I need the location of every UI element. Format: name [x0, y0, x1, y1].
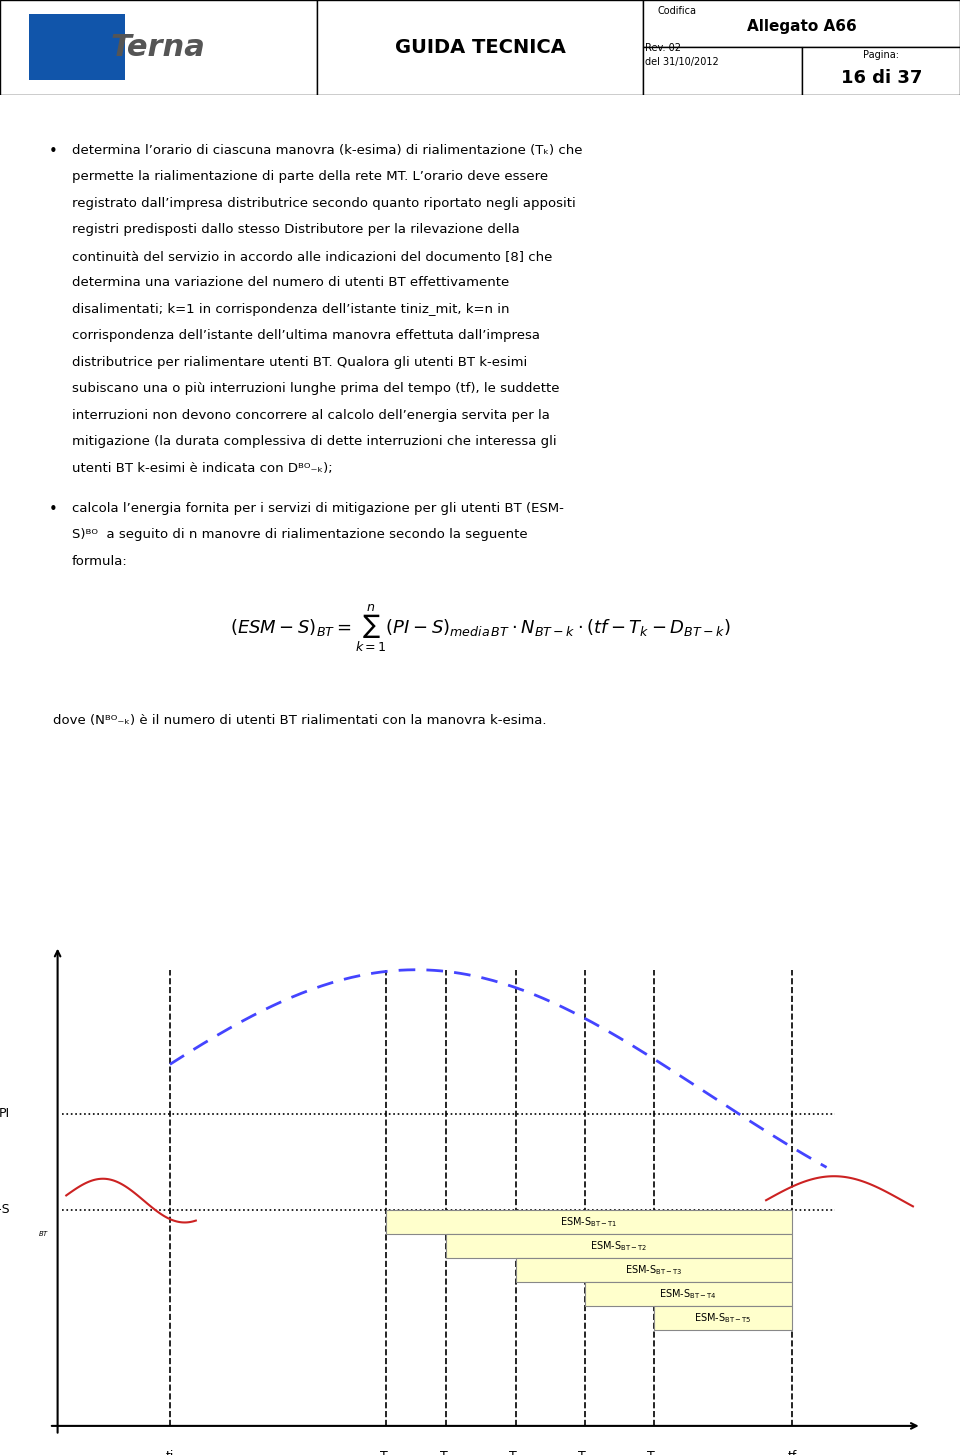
Text: ESM-S$_{\mathrm{BT-T3}}$: ESM-S$_{\mathrm{BT-T3}}$	[625, 1263, 683, 1276]
Text: distributrice per rialimentare utenti BT. Qualora gli utenti BT k-esimi: distributrice per rialimentare utenti BT…	[72, 356, 527, 368]
Text: •: •	[48, 144, 58, 159]
Bar	[643, 0, 960, 47]
Bar	[386, 1209, 792, 1234]
Text: registrato dall’impresa distributrice secondo quanto riportato negli appositi: registrato dall’impresa distributrice se…	[72, 196, 576, 210]
Bar	[446, 1234, 792, 1257]
Text: registri predisposti dallo stesso Distributore per la rilevazione della: registri predisposti dallo stesso Distri…	[72, 223, 519, 236]
Text: GUIDA TECNICA: GUIDA TECNICA	[395, 38, 565, 57]
Text: T₄: T₄	[578, 1449, 591, 1455]
Text: Pagina:: Pagina:	[863, 49, 900, 60]
Text: Terna: Terna	[111, 33, 205, 61]
Bar	[317, 0, 643, 95]
Text: corrispondenza dell’istante dell’ultima manovra effettuta dall’impresa: corrispondenza dell’istante dell’ultima …	[72, 329, 540, 342]
Text: PI: PI	[0, 1107, 10, 1120]
Text: subiscano una o più interruzioni lunghe prima del tempo (tf), le suddette: subiscano una o più interruzioni lunghe …	[72, 383, 560, 396]
Text: $(ESM - S)_{BT} = \sum_{k=1}^{n}(PI - S)_{media\,BT} \cdot N_{BT-k} \cdot (tf - : $(ESM - S)_{BT} = \sum_{k=1}^{n}(PI - S)…	[229, 602, 731, 655]
Text: determina una variazione del numero di utenti BT effettivamente: determina una variazione del numero di u…	[72, 276, 509, 290]
Text: continuità del servizio in accordo alle indicazioni del documento [8] che: continuità del servizio in accordo alle …	[72, 250, 552, 263]
Text: interruzioni non devono concorrere al calcolo dell’energia servita per la: interruzioni non devono concorrere al ca…	[72, 409, 550, 422]
Text: T₁: T₁	[379, 1449, 393, 1455]
Bar	[643, 47, 802, 95]
Text: utenti BT k-esimi è indicata con Dᴮᴼ₋ₖ);: utenti BT k-esimi è indicata con Dᴮᴼ₋ₖ);	[72, 461, 332, 474]
Text: dove (Nᴮᴼ₋ₖ) è il numero di utenti BT rialimentati con la manovra k-esima.: dove (Nᴮᴼ₋ₖ) è il numero di utenti BT ri…	[53, 714, 546, 728]
Bar	[516, 1257, 792, 1282]
Bar	[654, 1307, 792, 1330]
Text: formula:: formula:	[72, 554, 128, 567]
Text: 16 di 37: 16 di 37	[841, 68, 922, 86]
Text: ESM-S$_{\mathrm{BT-T4}}$: ESM-S$_{\mathrm{BT-T4}}$	[660, 1288, 717, 1301]
Bar	[585, 1282, 792, 1307]
Text: Allegato A66: Allegato A66	[747, 19, 856, 33]
Text: •: •	[48, 502, 58, 517]
Text: Rev. 02
del 31/10/2012: Rev. 02 del 31/10/2012	[645, 42, 719, 67]
Bar	[802, 47, 960, 95]
Text: mitigazione (la durata complessiva di dette interruzioni che interessa gli: mitigazione (la durata complessiva di de…	[72, 435, 557, 448]
Text: ti: ti	[166, 1449, 174, 1455]
Text: determina l’orario di ciascuna manovra (k-esima) di rialimentazione (Tₖ) che: determina l’orario di ciascuna manovra (…	[72, 144, 583, 157]
Text: $_{BT}$: $_{BT}$	[37, 1229, 49, 1238]
Text: T₃: T₃	[509, 1449, 522, 1455]
Text: ESM-S$_{\mathrm{BT-T1}}$: ESM-S$_{\mathrm{BT-T1}}$	[561, 1215, 617, 1228]
Text: calcola l’energia fornita per i servizi di mitigazione per gli utenti BT (ESM-: calcola l’energia fornita per i servizi …	[72, 502, 564, 515]
Text: T₅: T₅	[647, 1449, 660, 1455]
Text: ESM-S$_{\mathrm{BT-T2}}$: ESM-S$_{\mathrm{BT-T2}}$	[590, 1240, 648, 1253]
Text: PI-S: PI-S	[0, 1203, 10, 1216]
Text: permette la rialimentazione di parte della rete MT. L’orario deve essere: permette la rialimentazione di parte del…	[72, 170, 548, 183]
Bar	[29, 15, 125, 80]
Text: disalimentati; k=1 in corrispondenza dell’istante tiniz_mit, k=n in: disalimentati; k=1 in corrispondenza del…	[72, 303, 510, 316]
Text: T₂: T₂	[440, 1449, 453, 1455]
Text: S)ᴮᴼ  a seguito di n manovre di rialimentazione secondo la seguente: S)ᴮᴼ a seguito di n manovre di rialiment…	[72, 528, 528, 541]
Text: ESM-S$_{\mathrm{BT-T5}}$: ESM-S$_{\mathrm{BT-T5}}$	[694, 1311, 752, 1324]
Text: Codifica: Codifica	[658, 6, 697, 16]
Text: tf: tf	[787, 1449, 797, 1455]
Bar	[0, 0, 317, 95]
